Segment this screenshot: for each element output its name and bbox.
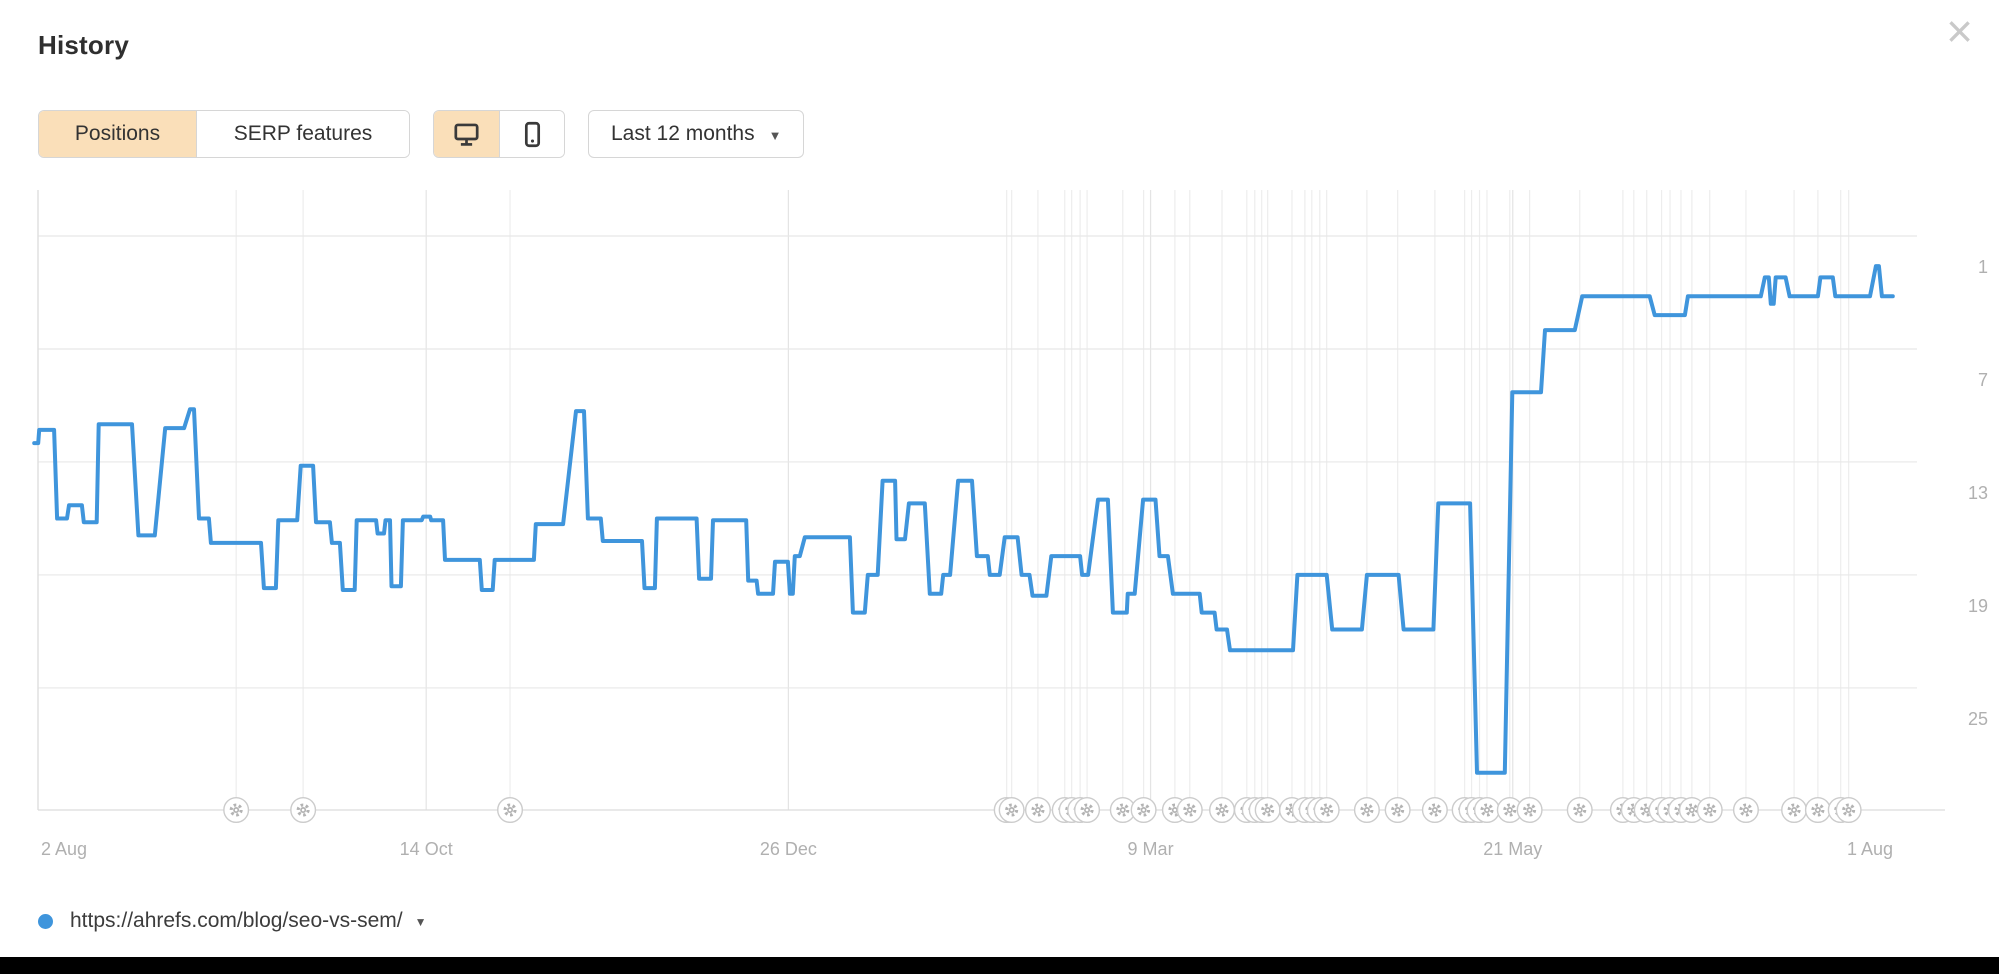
- tab-positions-label: Positions: [74, 122, 161, 145]
- date-range-value: Last 12 months: [611, 122, 755, 145]
- serp-feature-marker-icon[interactable]: [1515, 796, 1544, 824]
- serp-feature-marker-icon[interactable]: [1073, 796, 1101, 824]
- desktop-icon: [454, 123, 479, 146]
- close-icon[interactable]: ×: [1946, 5, 1973, 57]
- serp-marker-gridlines: [235, 190, 1850, 810]
- serp-feature-marker-icon[interactable]: [997, 796, 1026, 824]
- serp-feature-marker-icon[interactable]: [1804, 796, 1832, 824]
- tab-serp-features[interactable]: SERP features: [196, 111, 409, 157]
- serp-feature-marker-icon[interactable]: [1129, 796, 1158, 824]
- chevron-down-icon: ▼: [768, 127, 782, 143]
- series-line: [32, 264, 1895, 775]
- legend-target-url[interactable]: https://ahrefs.com/blog/seo-vs-sem/ ▼: [38, 903, 427, 939]
- serp-feature-marker-icon[interactable]: [1253, 796, 1282, 824]
- serp-feature-marker-icon[interactable]: [1565, 796, 1594, 824]
- y-axis-labels: 1 7 13 19 25: [1968, 257, 1988, 729]
- serp-feature-marker-icon[interactable]: [1421, 796, 1449, 824]
- horizontal-gridlines: [38, 235, 1917, 689]
- serp-feature-marker-icon[interactable]: [1473, 796, 1501, 824]
- serp-feature-marker-icon[interactable]: [1732, 796, 1760, 824]
- serp-feature-marker-icon[interactable]: [1383, 796, 1412, 824]
- page-title: History: [38, 30, 129, 60]
- mobile-icon: [524, 121, 540, 147]
- svg-text:25: 25: [1968, 709, 1988, 729]
- serp-feature-marker-icon[interactable]: [289, 796, 317, 824]
- svg-text:14 Oct: 14 Oct: [400, 839, 453, 859]
- svg-text:1: 1: [1978, 257, 1988, 277]
- serp-feature-marker-icon[interactable]: [1024, 796, 1052, 824]
- svg-text:21 May: 21 May: [1483, 839, 1542, 859]
- serp-feature-marker-icon[interactable]: [1695, 796, 1724, 824]
- mobile-toggle-button[interactable]: [499, 111, 564, 157]
- serp-feature-marker-icon[interactable]: [496, 796, 524, 824]
- desktop-toggle-button[interactable]: [434, 111, 499, 157]
- axis-lines: [37, 190, 1945, 811]
- series-color-dot: [38, 913, 53, 929]
- svg-text:1 Aug: 1 Aug: [1847, 839, 1893, 859]
- svg-text:2 Aug: 2 Aug: [41, 839, 87, 859]
- svg-text:26 Dec: 26 Dec: [760, 839, 817, 859]
- svg-text:13: 13: [1968, 483, 1988, 503]
- chevron-down-icon: ▼: [414, 915, 427, 929]
- screen-bottom-bar: [0, 957, 1999, 974]
- serp-feature-marker-icon[interactable]: [1353, 796, 1381, 824]
- serp-feature-marker-icon[interactable]: [222, 796, 251, 824]
- x-axis-labels: 2 Aug 14 Oct 26 Dec 9 Mar 21 May 1 Aug: [41, 839, 1893, 859]
- svg-text:9 Mar: 9 Mar: [1128, 839, 1174, 859]
- serp-feature-marker-icon[interactable]: [1834, 796, 1863, 824]
- svg-text:7: 7: [1978, 370, 1988, 390]
- serp-feature-marker-icon[interactable]: [1208, 796, 1236, 824]
- serp-feature-marker-icon[interactable]: [1780, 796, 1808, 824]
- tab-positions[interactable]: Positions: [39, 111, 196, 157]
- metric-toggle: Positions SERP features: [38, 110, 410, 158]
- svg-text:19: 19: [1968, 596, 1988, 616]
- toolbar: Positions SERP features Last 12 months ▼: [38, 110, 805, 160]
- serp-feature-marker-icon[interactable]: [1312, 796, 1341, 824]
- date-range-dropdown[interactable]: Last 12 months ▼: [588, 110, 805, 158]
- serp-feature-marker-icon[interactable]: [1175, 796, 1204, 824]
- device-toggle: [433, 110, 565, 158]
- target-url-label: https://ahrefs.com/blog/seo-vs-sem/: [70, 909, 403, 932]
- tab-serp-features-label: SERP features: [233, 122, 373, 145]
